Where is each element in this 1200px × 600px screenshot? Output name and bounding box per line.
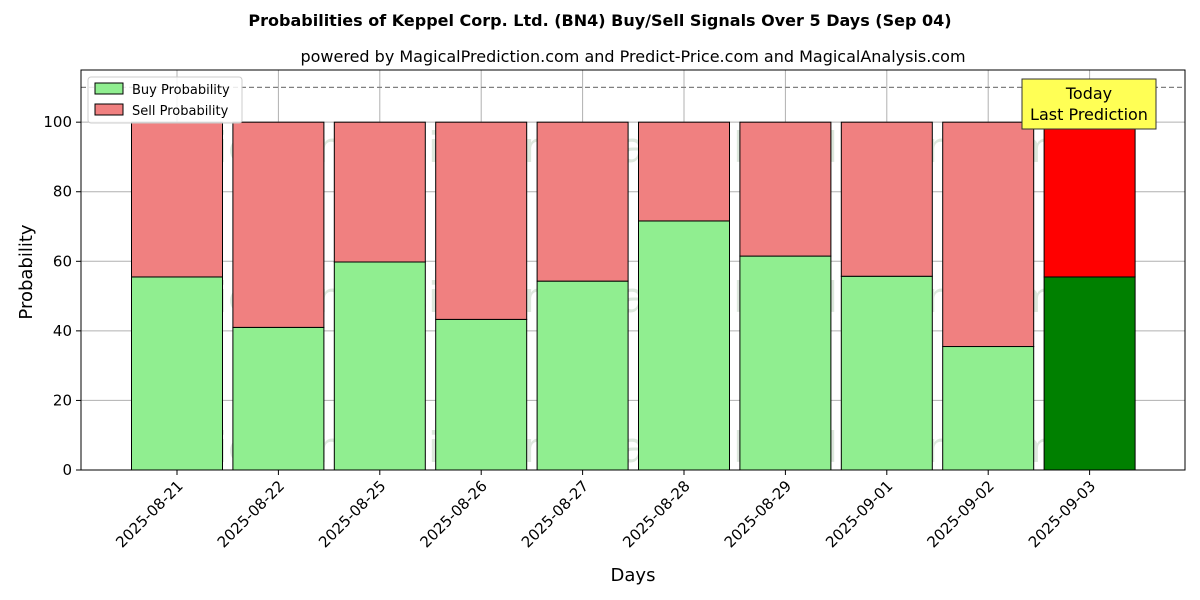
x-axis-label: Days [611, 565, 656, 586]
legend: Buy Probability Sell Probability [87, 76, 243, 124]
y-tick-label: 20 [53, 391, 72, 409]
bar-buy [840, 275, 933, 471]
bar-sell [232, 121, 325, 328]
bar-buy [131, 276, 223, 471]
legend-label-sell: Sell Probability [132, 104, 229, 119]
chart-subtitle: powered by MagicalPrediction.com and Pre… [300, 47, 965, 66]
bar-buy [1043, 276, 1136, 471]
y-tick-label: 40 [53, 322, 72, 340]
bar-sell [131, 121, 223, 278]
bar-buy [739, 255, 832, 471]
today-annotation: Today Last Prediction [1021, 78, 1157, 130]
chart-title: Probabilities of Keppel Corp. Ltd. (BN4)… [248, 11, 951, 30]
annotation-line-1: Today [1065, 84, 1112, 103]
legend-swatch-sell [94, 103, 124, 116]
bar-buy [942, 346, 1035, 471]
bar-sell [333, 121, 426, 263]
bars-layer [131, 121, 1136, 471]
bar-sell [435, 121, 528, 320]
bar-sell [942, 121, 1035, 348]
y-tick-label: 100 [43, 113, 72, 131]
annotation-box [1021, 78, 1157, 130]
bar-sell [840, 121, 933, 277]
bar-sell [638, 121, 730, 222]
bar-sell [1043, 121, 1136, 278]
plot-frame [80, 69, 1186, 471]
bar-sell [739, 121, 832, 257]
bar-buy [638, 220, 730, 471]
bar-buy [232, 326, 325, 471]
y-axis-label: Probability [16, 224, 37, 319]
y-tick-label: 60 [53, 252, 72, 270]
legend-box [87, 76, 243, 124]
y-tick-label: 0 [62, 461, 72, 479]
y-tick-label: 80 [53, 183, 72, 201]
bar-buy [536, 280, 629, 471]
legend-label-buy: Buy Probability [132, 83, 230, 98]
bar-buy [435, 318, 528, 471]
legend-swatch-buy [94, 82, 124, 95]
annotation-line-2: Last Prediction [1030, 105, 1148, 124]
bar-sell [536, 121, 629, 282]
bar-buy [333, 261, 426, 471]
